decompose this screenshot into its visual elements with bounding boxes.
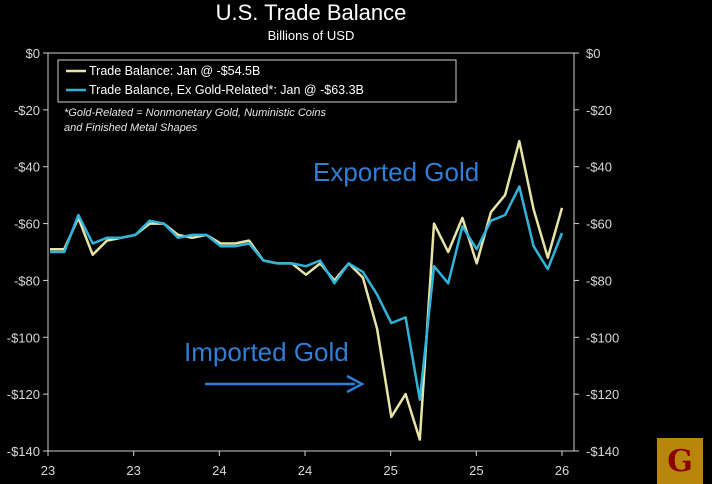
x-tick-label: 24: [298, 463, 312, 478]
y-tick-label-left: -$20: [14, 103, 40, 118]
legend: Trade Balance: Jan @ -$54.5B Trade Balan…: [57, 59, 457, 103]
y-tick-label-right: -$60: [586, 217, 612, 232]
y-tick-label-right: -$140: [586, 444, 619, 459]
y-tick-label-right: -$20: [586, 103, 612, 118]
x-tick-label: 25: [383, 463, 397, 478]
legend-box: [57, 59, 457, 103]
y-tick-label-right: $0: [586, 46, 600, 61]
series-lines: [50, 139, 564, 441]
annotation-imported-gold: Imported Gold: [184, 337, 349, 367]
series-line-trade-balance: [50, 139, 564, 441]
legend-label-trade-balance: Trade Balance: Jan @ -$54.5B: [89, 64, 260, 78]
annotation-exported-gold: Exported Gold: [313, 157, 479, 187]
legend-label-ex-gold: Trade Balance, Ex Gold-Related*: Jan @ -…: [89, 83, 364, 97]
footnote-line-1: *Gold-Related = Nonmonetary Gold, Numini…: [64, 107, 326, 119]
y-tick-label-left: -$80: [14, 273, 40, 288]
x-tick-label: 26: [555, 463, 569, 478]
y-tick-label-left: $0: [26, 46, 40, 61]
y-tick-label-right: -$40: [586, 160, 612, 175]
x-tick-label: 24: [212, 463, 226, 478]
y-tick-label-left: -$100: [7, 330, 40, 345]
x-tick-label: 23: [126, 463, 140, 478]
plot-frame: [47, 52, 575, 452]
chart-title: U.S. Trade Balance: [216, 0, 407, 25]
y-tick-label-right: -$80: [586, 273, 612, 288]
logo-letter: G: [667, 443, 693, 479]
y-axis-left: $0 -$20 -$40 -$60 -$80 -$100 -$120 -$140: [7, 46, 48, 459]
y-tick-label-left: -$120: [7, 387, 40, 402]
footnote-line-2: and Finished Metal Shapes: [64, 122, 198, 134]
y-tick-label-left: -$60: [14, 217, 40, 232]
y-tick-label-left: -$40: [14, 160, 40, 175]
annotation-arrow: [205, 374, 365, 394]
chart-subtitle: Billions of USD: [268, 28, 355, 43]
y-tick-label-left: -$140: [7, 444, 40, 459]
x-axis: 23 23 24 24 25 25 26: [41, 451, 569, 478]
x-tick-label: 25: [469, 463, 483, 478]
y-tick-label-right: -$100: [586, 330, 619, 345]
x-tick-label: 23: [41, 463, 55, 478]
y-axis-right: $0 -$20 -$40 -$60 -$80 -$100 -$120 -$140: [574, 46, 619, 459]
publisher-logo: G: [657, 438, 703, 484]
y-tick-label-right: -$120: [586, 387, 619, 402]
series-line-ex-gold: [50, 185, 564, 402]
